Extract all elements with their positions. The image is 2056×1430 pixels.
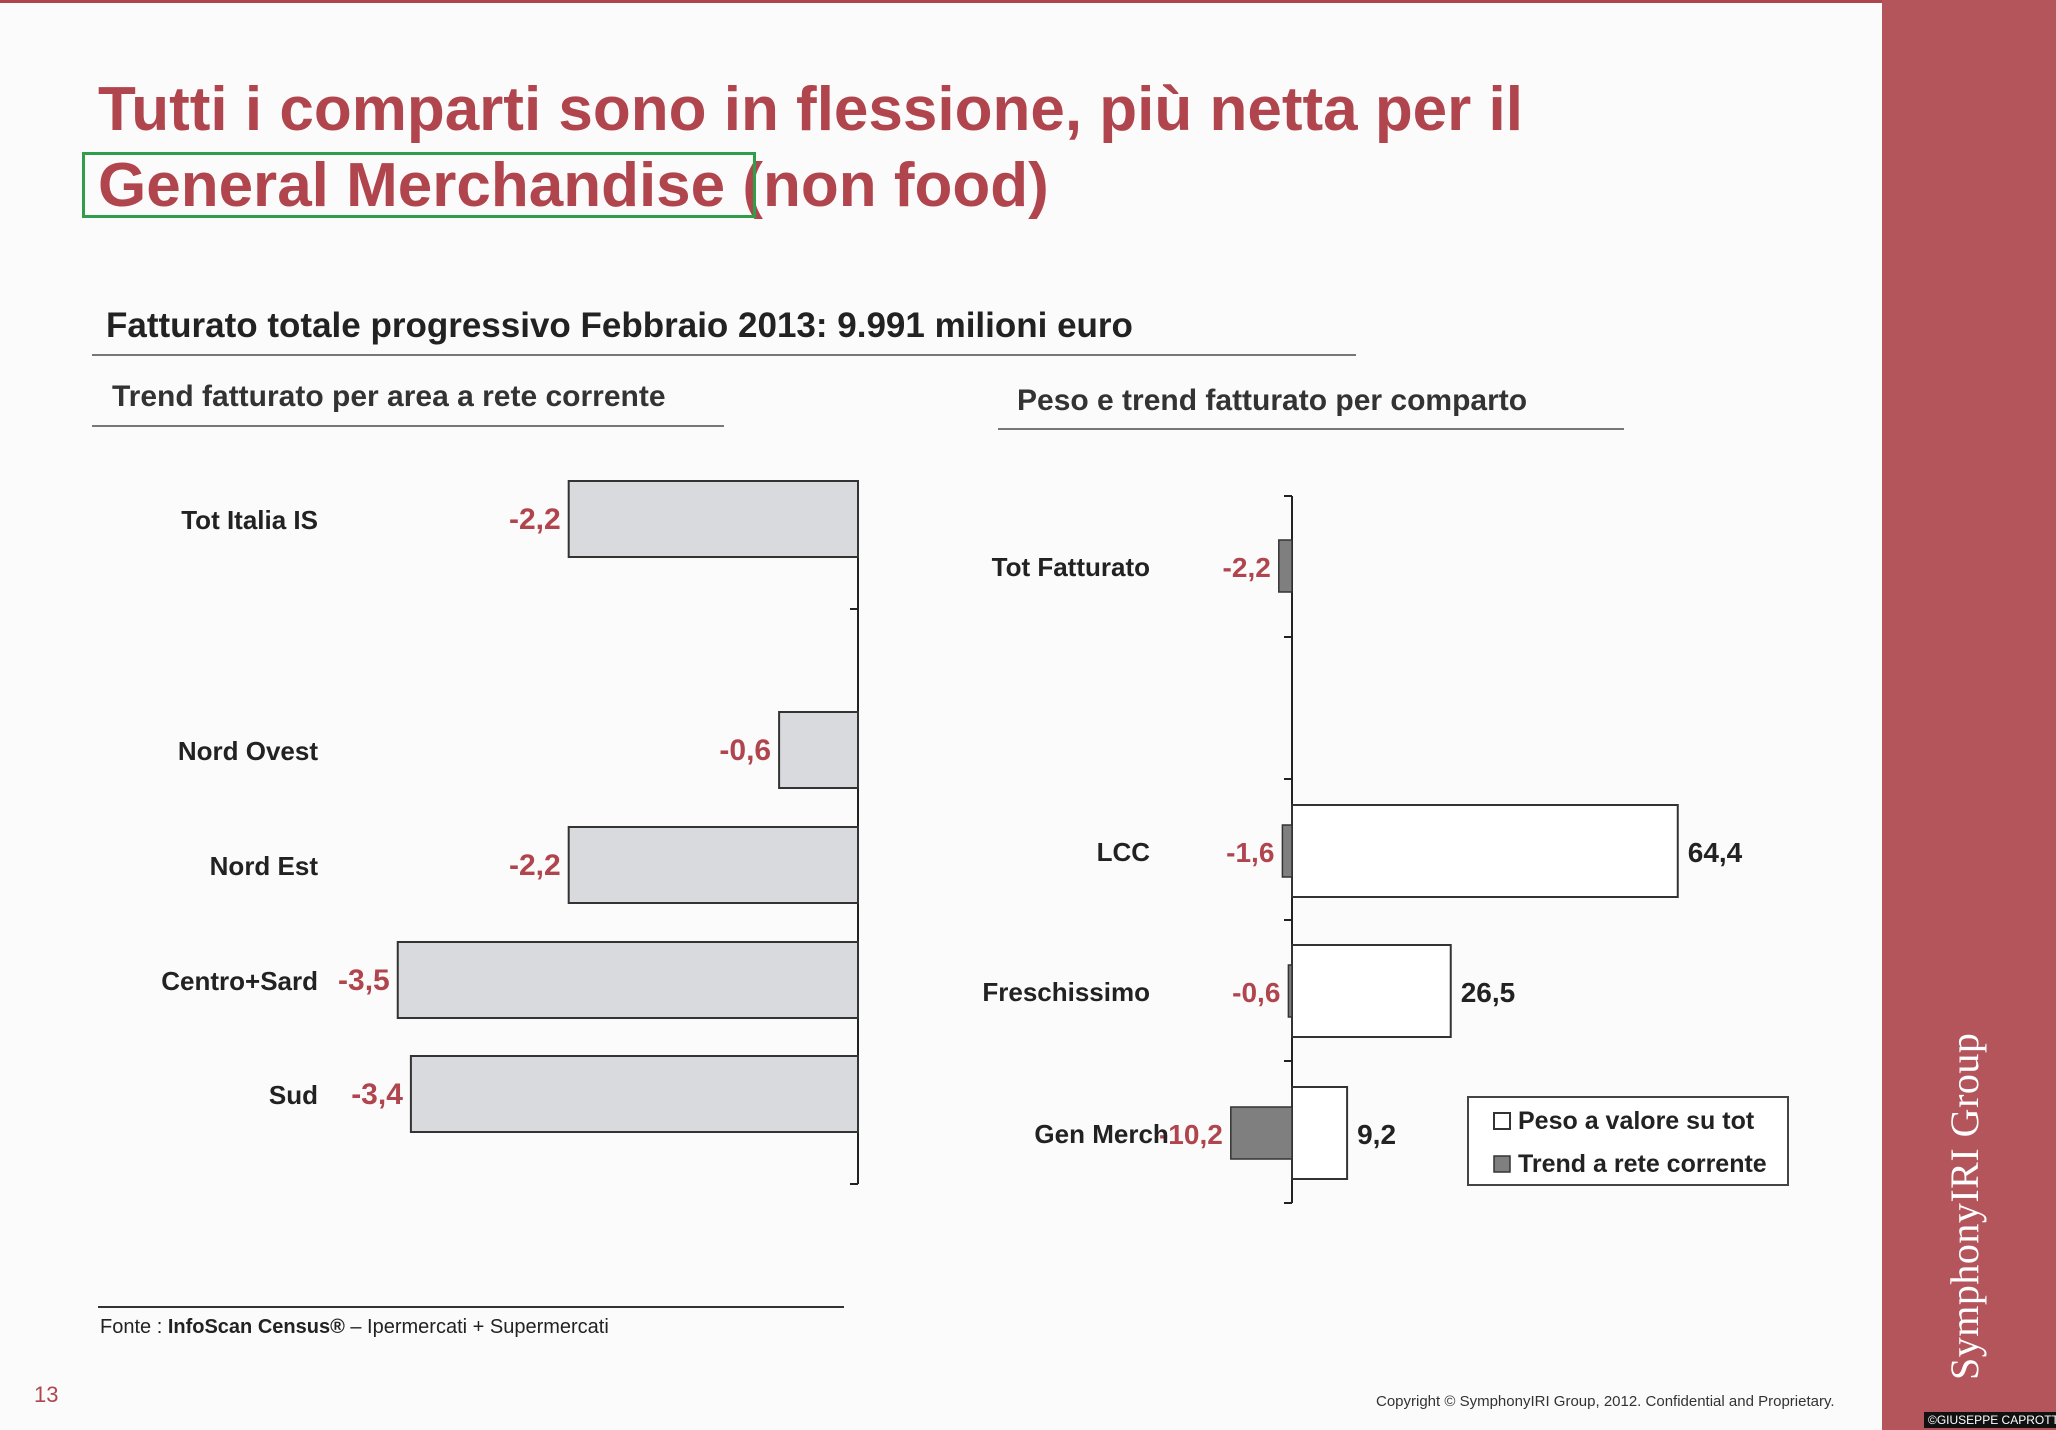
slide-title: Tutti i comparti sono in flessione, più … xyxy=(98,72,1523,224)
left-bar xyxy=(567,826,859,904)
left-bar xyxy=(778,711,859,789)
peso-bar xyxy=(1291,944,1452,1038)
legend-swatch-trend xyxy=(1493,1155,1511,1173)
right-chart-title-rule xyxy=(998,428,1624,430)
source-note: Fonte : InfoScan Census® – Ipermercati +… xyxy=(100,1316,609,1339)
left-bar-value: -2,2 xyxy=(509,849,561,882)
left-bar xyxy=(396,941,859,1019)
legend-swatch-peso xyxy=(1493,1112,1511,1130)
legend-label-trend: Trend a rete corrente xyxy=(1518,1150,1767,1178)
footer-rule xyxy=(98,1306,844,1308)
trend-bar xyxy=(1278,539,1293,593)
peso-value-label: 9,2 xyxy=(1357,1119,1396,1150)
left-bar-value: -3,5 xyxy=(338,964,390,997)
left-bar-value: -3,4 xyxy=(351,1078,403,1111)
trend-bar xyxy=(1230,1106,1293,1160)
subtitle-rule xyxy=(92,354,1356,356)
peso-value-label: 26,5 xyxy=(1461,977,1516,1008)
trend-bar xyxy=(1287,964,1293,1018)
left-category-label: Nord Est xyxy=(210,851,319,881)
source-bold: InfoScan Census® xyxy=(167,1316,345,1338)
source-prefix: Fonte : xyxy=(100,1316,168,1338)
left-category-label: Centro+Sard xyxy=(161,966,318,996)
peso-bar xyxy=(1291,1086,1349,1180)
right-category-label: Freschissimo xyxy=(982,977,1150,1007)
left-category-label: Sud xyxy=(269,1080,318,1110)
copyright: Copyright © SymphonyIRI Group, 2012. Con… xyxy=(1376,1393,1835,1410)
subtitle: Fatturato totale progressivo Febbraio 20… xyxy=(106,306,1133,345)
watermark: ©GIUSEPPE CAPROTTI xyxy=(1924,1412,2056,1428)
trend-value-label: -10,2 xyxy=(1159,1119,1223,1150)
top-rule xyxy=(0,0,1882,3)
trend-value-label: -0,6 xyxy=(1232,977,1280,1008)
side-band xyxy=(1882,0,2056,1430)
trend-value-label: -1,6 xyxy=(1226,837,1274,868)
right-category-label: Gen Merch xyxy=(1034,1119,1168,1149)
right-category-label: Tot Fatturato xyxy=(992,552,1150,582)
left-category-label: Nord Ovest xyxy=(178,736,318,766)
left-bar-value: -2,2 xyxy=(509,503,561,536)
legend-label-peso: Peso a valore su tot xyxy=(1518,1107,1755,1135)
title-line-2: General Merchandise (non food) xyxy=(98,148,1523,224)
peso-value-label: 64,4 xyxy=(1688,837,1743,868)
page-number: 13 xyxy=(34,1382,59,1407)
legend-box xyxy=(1467,1096,1789,1186)
trend-value-label: -2,2 xyxy=(1223,552,1271,583)
title-rest: (non food) xyxy=(742,151,1049,220)
right-chart-title: Peso e trend fatturato per comparto xyxy=(1017,384,1528,417)
left-bar-value: -0,6 xyxy=(719,734,771,767)
right-category-label: LCC xyxy=(1097,837,1151,867)
title-highlight: General Merchandise xyxy=(98,151,726,220)
left-chart-title: Trend fatturato per area a rete corrente xyxy=(112,380,666,413)
left-chart-title-rule xyxy=(92,425,724,427)
left-category-label: Tot Italia IS xyxy=(181,505,318,535)
peso-bar xyxy=(1291,804,1679,898)
source-rest: – Ipermercati + Supermercati xyxy=(344,1316,609,1338)
left-bar xyxy=(409,1055,859,1133)
title-line-1: Tutti i comparti sono in flessione, più … xyxy=(98,75,1523,144)
highlight-box xyxy=(82,152,756,218)
left-bar xyxy=(567,480,859,558)
trend-bar xyxy=(1281,824,1293,878)
